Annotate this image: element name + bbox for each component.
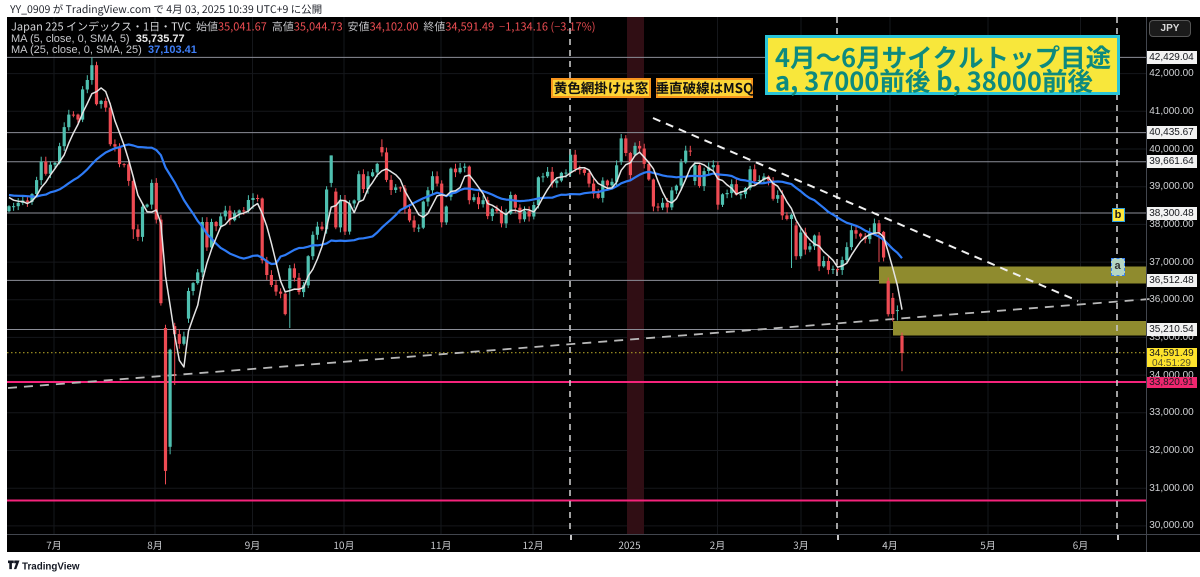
svg-text:TradingView: TradingView	[22, 562, 80, 573]
